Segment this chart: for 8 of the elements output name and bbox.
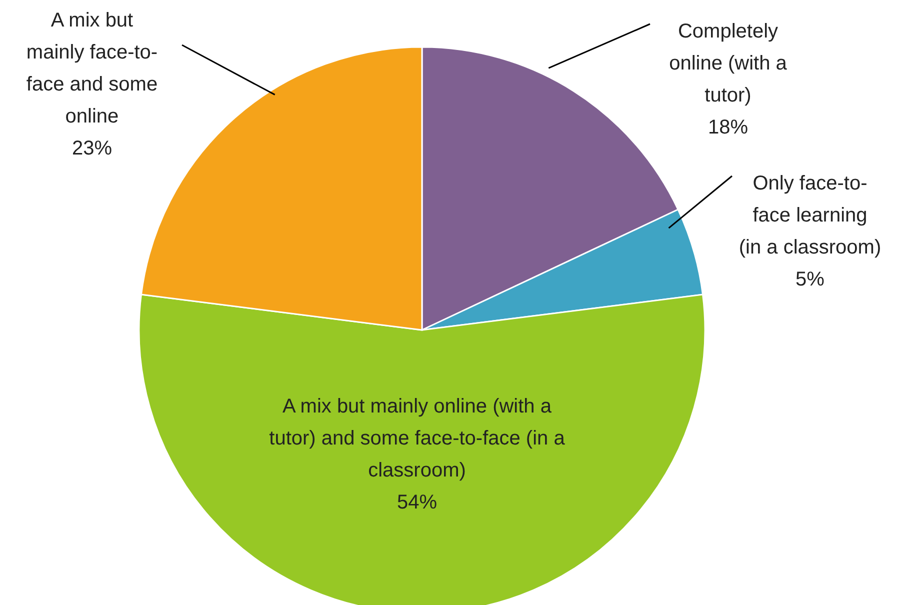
data-label: 54% (396, 491, 438, 514)
data-label: 23% (72, 137, 112, 160)
data-label: 5% (796, 268, 825, 290)
slice-label: Completely online (with a tutor) (669, 20, 788, 106)
slice-label: A mix but mainly face-to-face and some online (26, 9, 158, 128)
slice-label: Only face-to-face learning (in a classroom) (738, 172, 882, 258)
data-label: 18% (708, 116, 748, 138)
slice-label: A mix but mainly online (with a tutor) and some face-to-face (in a classroom) (269, 395, 566, 482)
